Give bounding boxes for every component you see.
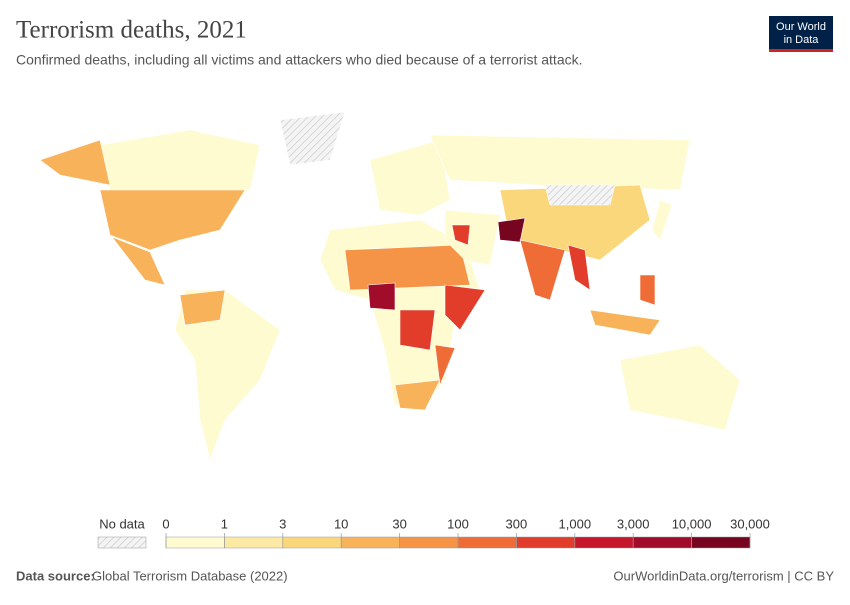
legend-tick-label: 10,000 — [672, 516, 712, 531]
world-map — [39, 111, 741, 462]
legend-tick-label: 100 — [447, 516, 469, 531]
region — [99, 189, 246, 251]
legend-swatch — [340, 536, 400, 549]
region — [651, 199, 673, 241]
region — [344, 244, 471, 291]
region — [279, 111, 346, 166]
region — [519, 239, 566, 301]
logo-text: Our World — [776, 21, 826, 33]
legend-no-data-swatch — [97, 536, 147, 549]
source: Global Terrorism Database (2022) — [92, 568, 288, 583]
region — [451, 224, 471, 246]
legend-tick-label: 1 — [221, 516, 228, 531]
region — [567, 244, 591, 291]
region — [429, 134, 691, 191]
legend-swatch — [516, 536, 576, 549]
region — [367, 282, 396, 311]
region — [434, 344, 456, 387]
region — [497, 217, 526, 243]
region — [639, 274, 656, 306]
legend-tick-label: 30 — [392, 516, 406, 531]
legend-tick-label: 3 — [279, 516, 286, 531]
legend: No data 0 1 3 10 30 100 300 1,000 3,000 10,000 30,… — [97, 516, 770, 549]
logo-text: in Data — [784, 34, 820, 46]
legend-swatch — [691, 536, 751, 549]
legend-swatch — [282, 536, 342, 549]
legend-no-data-label: No data — [99, 516, 145, 531]
legend-swatch — [224, 536, 284, 549]
legend-swatch — [632, 536, 692, 549]
region — [99, 129, 261, 201]
region — [544, 184, 616, 206]
legend-tick-label: 3,000 — [617, 516, 650, 531]
region — [444, 284, 486, 331]
region — [619, 344, 741, 431]
footer-link[interactable]: OurWorldinData.org/terrorism | CC BY — [613, 568, 834, 583]
region — [399, 309, 436, 351]
legend-swatch — [399, 536, 459, 549]
legend-tick-label: 300 — [506, 516, 528, 531]
region — [39, 139, 111, 186]
region — [394, 379, 441, 411]
legend-tick-label: 30,000 — [730, 516, 770, 531]
legend-swatch — [165, 536, 225, 549]
subtitle: Confirmed deaths, including all victims … — [16, 52, 583, 68]
legend-tick-label: 10 — [334, 516, 348, 531]
region — [589, 309, 661, 336]
source-label: Data source: — [16, 568, 95, 583]
region — [444, 209, 501, 266]
logo[interactable]: Our World in Data — [769, 16, 833, 52]
title: Terrorism deaths, 2021 — [16, 17, 247, 44]
legend-tick-label: 1,000 — [559, 516, 592, 531]
region — [179, 289, 226, 326]
logo-box[interactable] — [769, 16, 833, 52]
region — [111, 236, 166, 286]
logo-bar — [769, 49, 833, 52]
legend-swatch — [574, 536, 634, 549]
region — [174, 289, 281, 462]
legend-tick-label: 0 — [162, 516, 169, 531]
legend-swatch — [457, 536, 517, 549]
